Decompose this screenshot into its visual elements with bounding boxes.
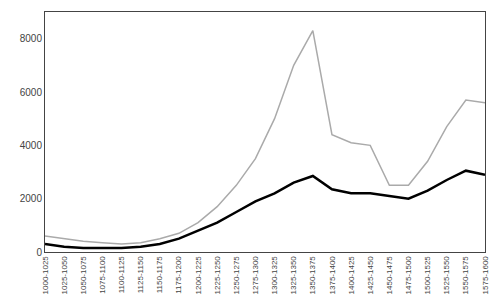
svg-text:1050-1075: 1050-1075	[79, 256, 88, 295]
svg-text:1500-1525: 1500-1525	[423, 256, 432, 295]
svg-text:1225-1250: 1225-1250	[213, 256, 222, 295]
svg-text:1025-1050: 1025-1050	[60, 256, 69, 295]
svg-text:1300-1325: 1300-1325	[270, 256, 279, 295]
svg-text:1125-1150: 1125-1150	[136, 256, 145, 294]
svg-text:1575-1600: 1575-1600	[481, 256, 490, 295]
svg-text:1250-1275: 1250-1275	[232, 256, 241, 295]
svg-text:1400-1425: 1400-1425	[347, 256, 356, 295]
svg-text:1275-1300: 1275-1300	[251, 256, 260, 295]
svg-text:1550-1575: 1550-1575	[461, 256, 470, 295]
svg-text:0: 0	[36, 247, 42, 258]
svg-text:1525-1550: 1525-1550	[442, 256, 451, 295]
svg-text:1425-1450: 1425-1450	[366, 256, 375, 295]
svg-text:1075-1100: 1075-1100	[98, 256, 107, 294]
svg-text:6000: 6000	[20, 87, 43, 98]
svg-text:1100-1125: 1100-1125	[117, 256, 126, 294]
svg-text:1175-1200: 1175-1200	[175, 256, 184, 294]
svg-text:1375-1400: 1375-1400	[328, 256, 337, 295]
svg-text:1000-1025: 1000-1025	[41, 256, 50, 295]
svg-text:1450-1475: 1450-1475	[385, 256, 394, 295]
svg-text:1325-1350: 1325-1350	[289, 256, 298, 295]
svg-text:4000: 4000	[20, 140, 43, 151]
svg-text:1200-1225: 1200-1225	[194, 256, 203, 295]
svg-text:2000: 2000	[20, 193, 43, 204]
svg-text:8000: 8000	[20, 33, 43, 44]
svg-text:1150-1175: 1150-1175	[155, 256, 164, 294]
svg-text:1475-1500: 1475-1500	[404, 256, 413, 295]
svg-text:1350-1375: 1350-1375	[308, 256, 317, 295]
